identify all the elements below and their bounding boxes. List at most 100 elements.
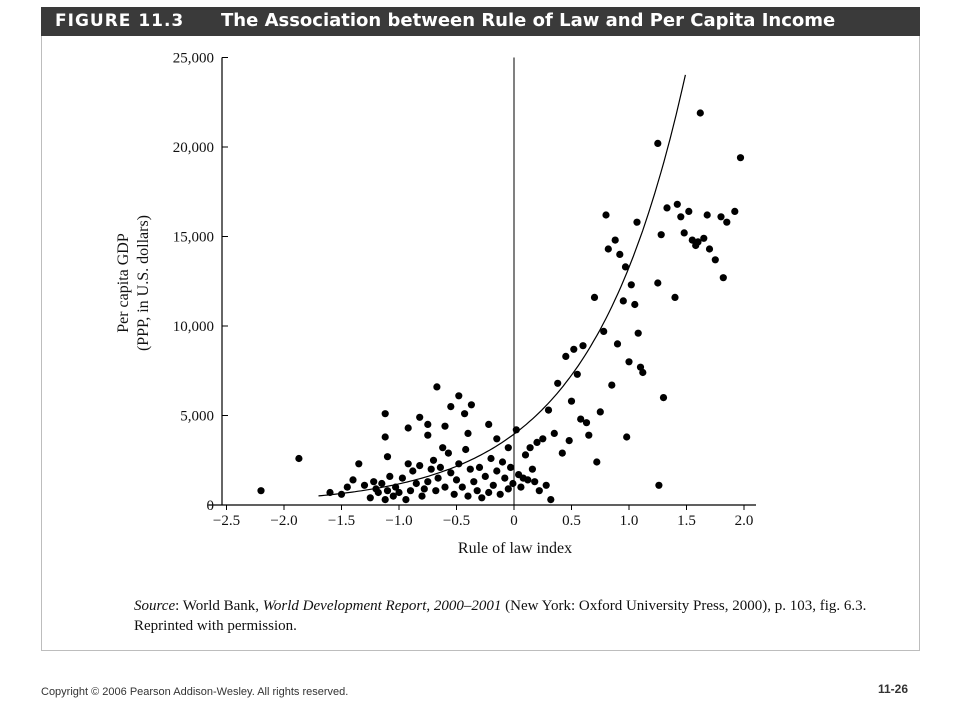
data-point: [416, 413, 424, 421]
data-point: [398, 474, 406, 482]
data-point: [719, 274, 727, 282]
data-point: [257, 487, 265, 495]
source-publisher: : World Bank,: [175, 598, 263, 614]
data-point: [659, 394, 668, 402]
y-tick-label: 15,000: [173, 230, 214, 246]
data-point: [295, 454, 303, 463]
x-tick-label: −2.5: [213, 513, 240, 529]
data-point: [433, 383, 441, 391]
data-point: [409, 467, 417, 475]
data-point: [554, 379, 562, 387]
page-number: 11-26: [878, 682, 909, 696]
data-point: [424, 478, 432, 486]
data-point: [600, 327, 608, 335]
data-point: [547, 496, 555, 504]
data-point: [424, 431, 432, 439]
data-point: [447, 403, 455, 411]
data-point: [416, 462, 424, 470]
y-tick-label: 5,000: [180, 409, 214, 425]
data-point: [535, 487, 543, 495]
data-point: [447, 469, 455, 477]
data-point: [627, 281, 635, 289]
data-point: [582, 419, 591, 427]
data-point: [473, 487, 481, 495]
data-point: [533, 438, 541, 446]
data-point: [723, 218, 731, 226]
data-point: [507, 463, 515, 471]
data-point: [466, 465, 474, 473]
data-point: [496, 490, 504, 498]
data-point: [577, 415, 585, 423]
data-point: [657, 231, 665, 239]
y-axis-title: Per capita GDP (PPP, in U.S. dollars): [115, 215, 152, 351]
data-point: [613, 340, 622, 348]
data-point: [573, 370, 581, 378]
data-point: [539, 435, 547, 443]
data-point: [458, 483, 466, 491]
data-point: [531, 478, 539, 486]
data-point: [677, 213, 685, 221]
data-point: [685, 207, 693, 215]
data-point: [596, 408, 604, 416]
data-point: [455, 460, 463, 468]
data-point: [619, 297, 627, 305]
data-point: [602, 211, 610, 219]
data-point: [696, 109, 704, 117]
data-point: [565, 437, 573, 445]
x-tick-label: 2.0: [735, 513, 754, 529]
data-point: [412, 479, 420, 488]
data-point: [343, 483, 351, 491]
x-tick-label: −2.0: [270, 513, 297, 529]
data-point: [593, 458, 601, 466]
data-point: [464, 492, 472, 500]
data-point: [493, 435, 501, 443]
copyright-notice: Copyright © 2006 Pearson Addison-Wesley.…: [41, 686, 349, 698]
trend-curve: [318, 74, 686, 497]
x-tick-label: −1.0: [385, 513, 412, 529]
chart-title: The Association between Rule of Law and …: [221, 10, 836, 31]
data-point: [639, 368, 647, 377]
data-point: [579, 342, 587, 350]
data-point: [570, 345, 578, 353]
data-point: [337, 490, 346, 498]
data-point: [485, 488, 493, 497]
data-point: [470, 478, 478, 486]
data-point: [528, 465, 537, 473]
data-point: [611, 236, 619, 244]
x-tick-label: −1.5: [328, 513, 355, 529]
data-point: [711, 256, 719, 264]
data-point: [386, 472, 394, 480]
data-point: [654, 279, 662, 287]
data-point: [694, 238, 702, 246]
data-point: [673, 200, 681, 208]
data-point: [429, 456, 438, 464]
data-point: [633, 218, 641, 226]
data-point: [366, 494, 374, 502]
data-point: [509, 479, 517, 488]
data-point: [517, 483, 525, 491]
data-point: [427, 465, 435, 473]
source-book-title: World Development Report, 2000–2001: [262, 598, 502, 614]
x-tick-label: 0.5: [562, 513, 581, 529]
source-label: Source: [134, 598, 176, 614]
data-point: [370, 478, 378, 486]
data-point: [355, 460, 363, 468]
data-point: [378, 479, 386, 488]
data-point: [542, 481, 550, 489]
data-point: [395, 488, 403, 497]
data-point: [625, 358, 633, 366]
data-point: [349, 476, 357, 484]
y-axis-title-line1: Per capita GDP: [115, 233, 132, 333]
figure-panel: [41, 7, 920, 651]
data-point: [700, 234, 708, 242]
data-point: [439, 444, 447, 452]
data-point: [521, 451, 530, 459]
data-point: [383, 453, 392, 461]
data-point: [703, 211, 711, 219]
data-point: [623, 433, 631, 441]
data-point: [374, 488, 382, 497]
data-point: [360, 481, 369, 489]
figure-label: FIGURE 11.3: [55, 11, 185, 31]
data-point: [434, 474, 442, 482]
